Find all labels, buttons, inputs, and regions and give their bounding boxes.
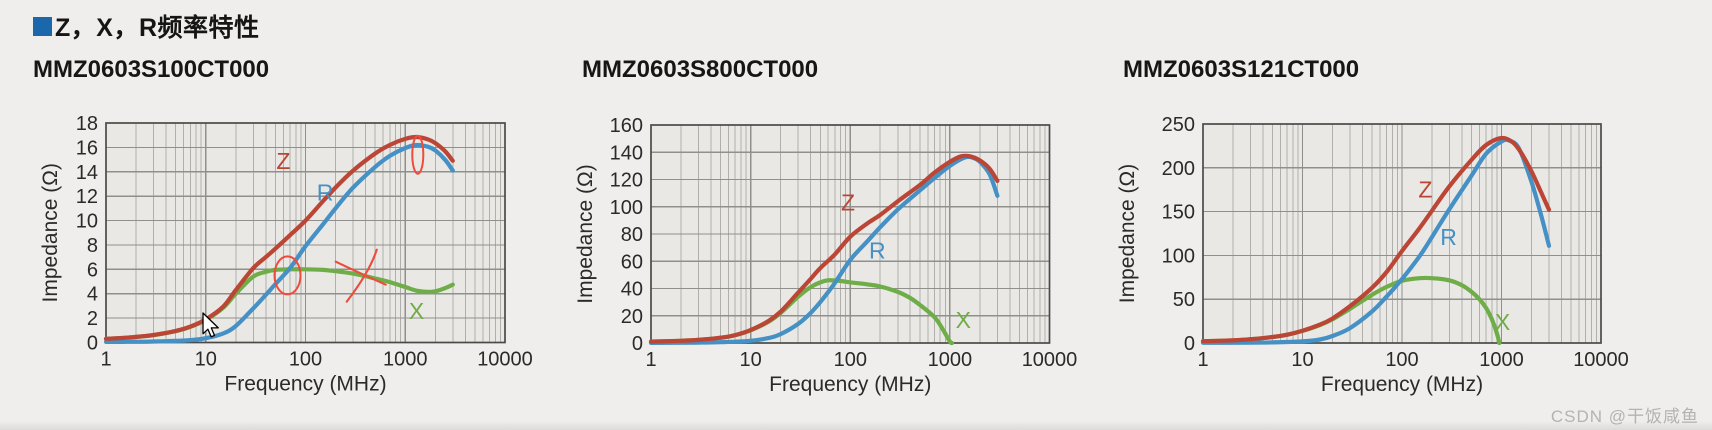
- chart-3-R-label: R: [1440, 224, 1457, 250]
- annotation-ellipse-2: [411, 134, 425, 175]
- chart-1-ytick: 18: [76, 113, 98, 135]
- chart-2-ytick: 20: [621, 306, 643, 328]
- chart-1-ytick: 0: [87, 333, 98, 355]
- chart-2-Z-curve: [648, 153, 1000, 344]
- mouse-cursor: [202, 312, 219, 338]
- chart-3-xtick: 100: [1385, 349, 1418, 371]
- chart-1-Z-label: Z: [276, 148, 290, 174]
- chart-1-frame: [105, 122, 506, 344]
- chart-2-ytick: 160: [610, 115, 643, 137]
- chart-3-ytick: 250: [1162, 114, 1195, 136]
- chart-2-ylabel: Impedance (Ω): [574, 164, 597, 303]
- chart-1-xtick: 10000: [477, 349, 533, 371]
- chart-1-ylabel: Impedance (Ω): [39, 163, 62, 302]
- chart-1-ytick: 12: [76, 186, 98, 208]
- chart-2-xtick: 1: [645, 349, 656, 371]
- chart-1-X-label: X: [409, 298, 424, 324]
- chart-1-ytick: 4: [87, 284, 98, 306]
- chart-1-grid: [106, 123, 505, 343]
- chart-1-ytick: 2: [87, 308, 98, 330]
- chart-3-ytick: 50: [1173, 289, 1195, 311]
- chart-1-R-curve: [103, 142, 455, 344]
- section-bullet-icon: [33, 16, 52, 36]
- chart-3-xtick: 1000: [1479, 349, 1524, 371]
- chart-3-ylabel: Impedance (Ω): [1116, 164, 1139, 303]
- chart-3-xtick: 1: [1197, 349, 1208, 371]
- section-title: Z，X，R频率特性: [33, 8, 260, 44]
- chart-1-xtick: 1: [100, 349, 111, 371]
- chart-2-ytick: 120: [610, 170, 643, 192]
- watermark-text: CSDN @干饭咸鱼: [1550, 407, 1699, 426]
- chart-1-xtick: 100: [289, 349, 322, 371]
- chart-2: ZR X 0 20 40 60 80 100 120 140 160 1 10 100 1000 10000 F…: [574, 115, 1077, 396]
- chart-2-ytick: 40: [621, 279, 643, 301]
- chart-2-xtick: 1000: [928, 349, 973, 371]
- chart-2-xtick: 100: [834, 349, 867, 371]
- chart-3-ytick: 0: [1184, 333, 1195, 355]
- chart-3-ytick: 200: [1162, 158, 1195, 180]
- chart-2-grid: [651, 125, 1050, 343]
- chart-3-Z-label: Z: [1418, 177, 1432, 203]
- annotation-cross-1: [334, 248, 387, 303]
- chart-2-xtick: 10000: [1022, 349, 1078, 371]
- chart-3: ZR X 0 50 100 150 200 250 1 10 100 1000 10000 Frequen…: [1116, 114, 1629, 396]
- chart-2-Z-label: Z: [841, 190, 855, 216]
- chart-3-frame: [1202, 123, 1602, 344]
- chart-3-part-number: MMZ0603S121CT000: [1123, 56, 1360, 83]
- chart-1-ytick: 6: [87, 259, 98, 281]
- chart-3-X-label: X: [1495, 309, 1510, 335]
- chart-2-X-label: X: [956, 307, 971, 333]
- chart-1-xtick: 1000: [383, 349, 428, 371]
- chart-2-part-number: MMZ0603S800CT000: [582, 56, 819, 83]
- chart-3-xtick: 10000: [1573, 349, 1629, 371]
- chart-3-ytick: 150: [1162, 202, 1195, 224]
- chart-3-xtick: 10: [1291, 349, 1313, 371]
- chart-2-xlabel: Frequency (MHz): [769, 373, 931, 396]
- chart-1-ytick: 8: [87, 235, 98, 257]
- chart-3-ytick: 100: [1162, 245, 1195, 267]
- chart-2-ytick: 0: [632, 333, 643, 355]
- annotation-ellipse-0: [273, 255, 302, 296]
- chart-1-part-number: MMZ0603S100CT000: [33, 56, 270, 83]
- chart-2-ytick: 100: [610, 197, 643, 219]
- chart-1-ytick: 14: [76, 162, 98, 184]
- chart-3-xlabel: Frequency (MHz): [1321, 373, 1483, 396]
- chart-2-frame: [650, 124, 1051, 344]
- chart-1-ytick: 10: [76, 211, 98, 233]
- chart-2-xtick: 10: [739, 349, 761, 371]
- chart-2-ytick: 80: [621, 224, 643, 246]
- section-title-text: Z，X，R频率特性: [55, 14, 260, 42]
- chart-3-grid: [1203, 124, 1601, 343]
- chart-1-R-label: R: [317, 180, 334, 206]
- chart-2-ytick: 60: [621, 251, 643, 273]
- chart-2-ytick: 140: [610, 142, 643, 164]
- chart-1-xlabel: Frequency (MHz): [224, 373, 386, 396]
- bottom-shade: [0, 421, 1712, 430]
- chart-3-Z-curve: [1200, 135, 1552, 344]
- chart-2-R-label: R: [869, 237, 886, 263]
- chart-1-ytick: 16: [76, 137, 98, 159]
- chart-1-xtick: 10: [195, 349, 217, 371]
